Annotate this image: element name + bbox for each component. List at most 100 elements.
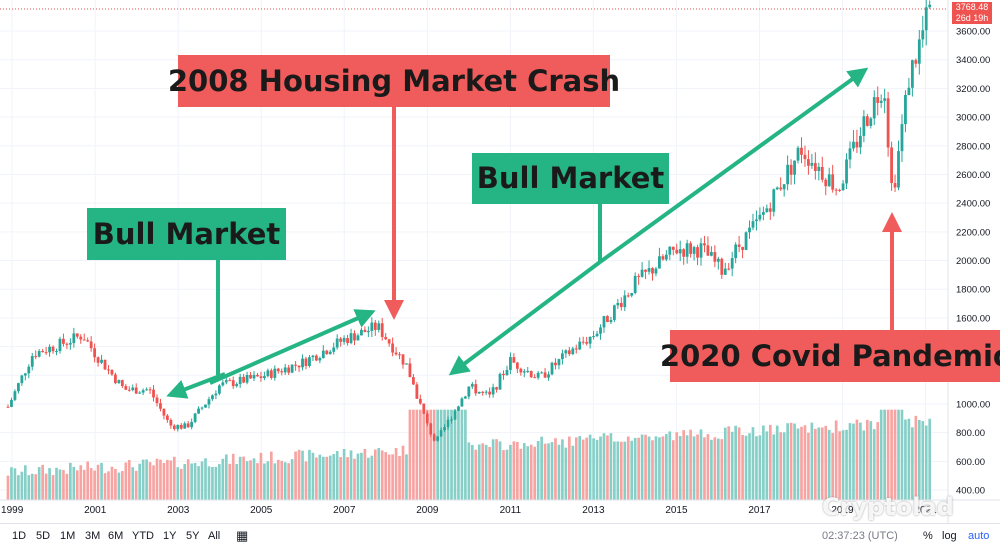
volume-bar — [55, 467, 58, 500]
candle — [779, 177, 783, 191]
candle — [318, 356, 322, 364]
range-1d[interactable]: 1D — [12, 530, 27, 542]
candle — [131, 384, 135, 392]
volume-bar — [668, 431, 672, 500]
candle — [249, 372, 252, 379]
candle — [807, 150, 810, 175]
candle-body — [872, 97, 876, 119]
candle — [93, 343, 97, 363]
candle — [567, 346, 571, 357]
volume-bar — [682, 430, 686, 500]
date-range-icon[interactable]: ▦ — [236, 528, 249, 543]
candle-body — [845, 159, 848, 184]
candle-body — [10, 399, 13, 407]
volume-bar — [633, 437, 637, 500]
y-tick-label: 3400.00 — [956, 55, 990, 66]
candle-body — [162, 408, 166, 416]
candle-body — [200, 407, 204, 409]
log-toggle[interactable]: log — [942, 530, 957, 542]
volume-bar — [848, 423, 852, 500]
range-6m[interactable]: 6M — [108, 530, 124, 542]
range-all[interactable]: All — [208, 530, 221, 542]
candle — [755, 210, 758, 231]
volume-bar — [453, 409, 457, 500]
candle — [772, 188, 776, 217]
candle — [391, 337, 395, 357]
candle-body — [779, 187, 783, 190]
candle — [86, 337, 90, 343]
candle-body — [772, 189, 776, 212]
auto-toggle[interactable]: auto — [968, 530, 990, 542]
volume-bar — [391, 454, 394, 500]
candle-body — [314, 355, 318, 361]
volume-bar — [141, 459, 145, 500]
volume-bar — [328, 455, 332, 500]
volume-bar — [762, 425, 765, 500]
candle — [96, 356, 100, 367]
range-3m[interactable]: 3M — [85, 530, 101, 542]
candle — [474, 379, 478, 396]
candle-body — [574, 348, 578, 350]
candle — [820, 156, 824, 183]
candle-body — [592, 336, 595, 338]
candle-body — [810, 163, 814, 166]
volume-bar — [124, 462, 128, 500]
candle — [290, 364, 294, 374]
candle-body — [644, 269, 647, 272]
candle-body — [477, 391, 481, 394]
candle-body — [900, 124, 904, 152]
candle — [266, 368, 270, 378]
candle — [373, 319, 377, 336]
bottom-toolbar: 1D 5D 1M 3M 6M YTD 1Y 5Y All ▦ 02:37:23 … — [0, 523, 1000, 551]
candle — [276, 367, 280, 374]
volume-bar — [609, 433, 613, 500]
candle-body — [668, 246, 672, 255]
volume-bar — [380, 450, 384, 500]
candle-body — [44, 352, 48, 354]
volume-bar — [89, 468, 93, 500]
candle-body — [741, 246, 744, 250]
candle-body — [869, 118, 873, 126]
range-5d[interactable]: 5D — [36, 530, 51, 542]
candle — [259, 371, 263, 382]
candle-body — [23, 373, 27, 376]
candle-body — [793, 160, 796, 175]
candle-body — [179, 424, 183, 429]
candle — [796, 146, 800, 164]
candle — [328, 349, 332, 355]
candle — [44, 346, 48, 356]
range-ytd[interactable]: YTD — [132, 530, 154, 542]
volume-bar — [758, 435, 762, 500]
range-1m[interactable]: 1M — [60, 530, 76, 542]
candle — [515, 361, 519, 374]
volume-bar — [166, 459, 169, 500]
candle-body — [460, 398, 464, 407]
candle-body — [276, 368, 280, 372]
volume-bar — [235, 464, 239, 500]
candle-body — [796, 147, 800, 161]
range-1y[interactable]: 1Y — [163, 530, 177, 542]
candle-body — [474, 384, 478, 394]
candle-body — [127, 389, 131, 391]
candle — [703, 235, 706, 253]
candle — [758, 207, 762, 222]
candle-body — [855, 141, 859, 148]
volume-bar — [405, 454, 408, 500]
percent-toggle[interactable]: % — [923, 530, 933, 542]
volume-bar — [775, 425, 779, 500]
candle — [609, 316, 613, 325]
volume-bar — [859, 422, 862, 500]
volume-bar — [630, 440, 634, 500]
volume-bar — [509, 444, 512, 500]
range-5y[interactable]: 5Y — [186, 530, 200, 542]
candle — [117, 379, 121, 384]
candle — [921, 15, 925, 48]
volume-bar — [502, 450, 505, 500]
candle — [311, 354, 315, 362]
candle-body — [141, 390, 145, 393]
candle — [509, 352, 512, 375]
price-chart[interactable]: 400.00600.00800.001000.001200.001400.001… — [0, 0, 1000, 523]
candle-body — [519, 368, 523, 373]
candle — [883, 88, 887, 114]
candle — [495, 386, 498, 393]
